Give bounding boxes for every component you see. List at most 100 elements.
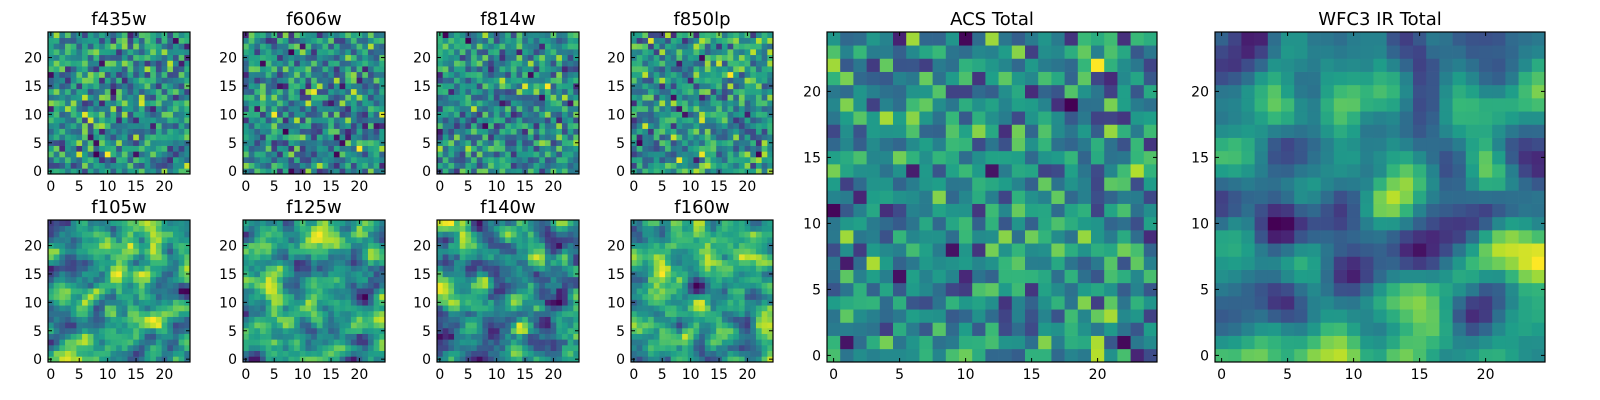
heatmap-cell [76,276,83,283]
heatmap-cell [299,288,306,295]
heatmap-cell [70,237,77,244]
heatmap-cell [288,105,295,112]
heatmap-cell [260,271,267,278]
heatmap-cell [155,333,162,340]
heatmap-cell [144,111,151,118]
heatmap-cell [367,339,374,346]
heatmap-cell [82,83,89,90]
heatmap-cell [116,105,123,112]
heatmap-cell [322,271,329,278]
heatmap-cell [367,43,374,50]
heatmap-cell [53,220,60,227]
heatmap-cell [682,339,689,346]
heatmap-cell [631,350,638,357]
heatmap-cell [676,71,683,78]
heatmap-cell [311,54,318,61]
heatmap-cell [299,259,306,266]
heatmap-cell [738,282,745,289]
heatmap-cell [265,71,272,78]
heatmap-cell [133,350,140,357]
heatmap-cell [527,117,534,124]
heatmap-cell [305,156,312,163]
heatmap-cell [750,156,757,163]
heatmap-cell [744,151,751,158]
heatmap-cell [459,117,466,124]
heatmap-cell [670,271,677,278]
heatmap-cell [172,333,179,340]
heatmap-cell [721,54,728,61]
heatmap-cell [510,310,517,317]
heatmap-cell [482,100,489,107]
heatmap-cell [744,282,751,289]
heatmap-cell [345,117,352,124]
heatmap-cell [761,316,768,323]
heatmap-cell [367,60,374,67]
y-tick-label: 15 [219,267,237,283]
heatmap-cell [544,88,551,95]
heatmap-cell [522,94,529,101]
heatmap-cell [510,162,517,169]
heatmap-cell [172,350,179,357]
heatmap-cell [93,265,100,272]
heatmap-cell [356,66,363,73]
heatmap-cell [316,271,323,278]
heatmap-cell [150,100,157,107]
heatmap-cell [631,105,638,112]
heatmap-cell [328,94,335,101]
heatmap-cell [104,322,111,329]
heatmap-cell [733,71,740,78]
heatmap-cell [305,333,312,340]
heatmap-cell [704,344,711,351]
heatmap-cell [733,145,740,152]
heatmap-cell [65,71,72,78]
heatmap-cell [653,344,660,351]
heatmap-cell [144,356,151,363]
heatmap-cell [133,305,140,312]
heatmap-cell [670,333,677,340]
heatmap-cell [710,77,717,84]
heatmap-cell [328,248,335,255]
heatmap-cell [727,71,734,78]
heatmap-cell [350,242,357,249]
heatmap-cell [442,111,449,118]
heatmap-cell [248,305,255,312]
heatmap-cell [127,83,134,90]
heatmap-cell [744,105,751,112]
heatmap-cell [539,316,546,323]
heatmap-cell [333,225,340,232]
heatmap-cell [454,231,461,238]
heatmap-cell [527,293,534,300]
heatmap-cell [316,54,323,61]
heatmap-cell [254,37,261,44]
heatmap-cell [665,168,672,175]
heatmap-cell [356,271,363,278]
heatmap-cell [155,237,162,244]
heatmap-cell [59,54,66,61]
heatmap-cell [733,151,740,158]
heatmap-cell [544,299,551,306]
heatmap-cell [48,60,55,67]
heatmap-cell [82,151,89,158]
heatmap-cell [648,100,655,107]
heatmap-cell [70,122,77,129]
heatmap-cell [99,356,106,363]
heatmap-cell [687,151,694,158]
heatmap-cell [87,225,94,232]
heatmap-cell [254,282,261,289]
heatmap-cell [522,162,529,169]
heatmap-cell [448,122,455,129]
y-tick-label: 20 [607,51,625,67]
heatmap-cell [493,151,500,158]
heatmap-cell [316,350,323,357]
heatmap-cell [133,254,140,261]
heatmap-cell [465,282,472,289]
heatmap-cell [104,316,111,323]
heatmap-cell [316,71,323,78]
heatmap-cell [437,88,444,95]
heatmap-cell [53,356,60,363]
heatmap-cell [648,322,655,329]
heatmap-cell [155,105,162,112]
heatmap-cell [76,225,83,232]
heatmap-cell [333,88,340,95]
heatmap-cell [127,220,134,227]
